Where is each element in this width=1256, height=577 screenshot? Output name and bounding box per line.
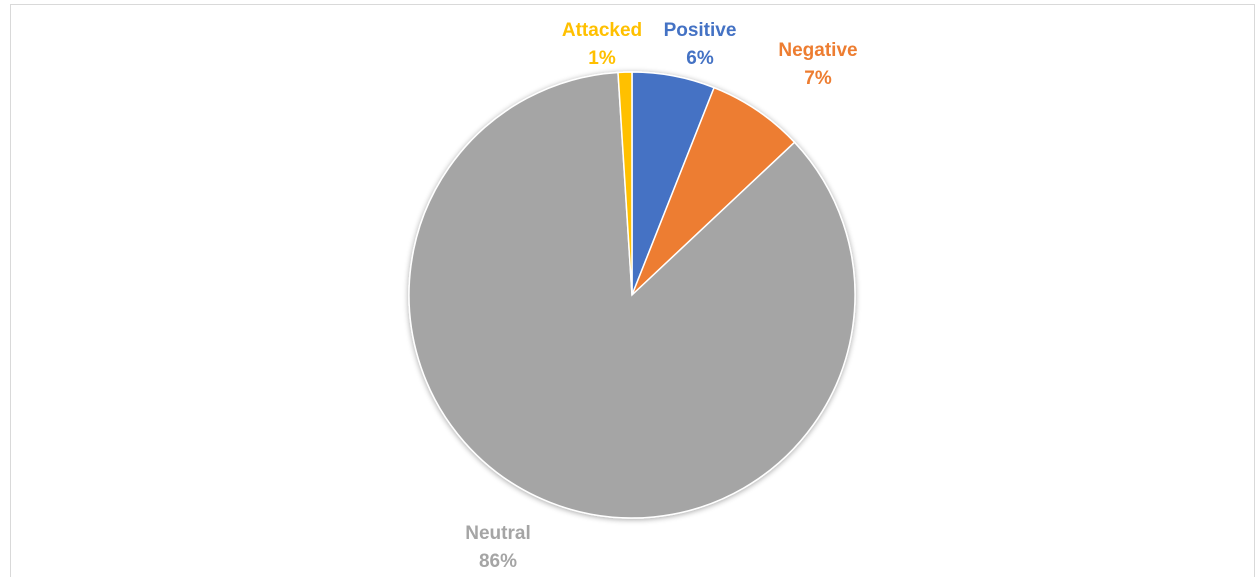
slice-percent-negative: 7%: [804, 68, 832, 89]
slice-percent-positive: 6%: [686, 48, 714, 69]
pie-slice-attacked: [617, 71, 633, 296]
slice-percent-neutral: 86%: [479, 551, 517, 572]
slice-label-negative: Negative: [778, 40, 857, 61]
slice-label-neutral: Neutral: [465, 523, 530, 544]
slice-percent-attacked: 1%: [588, 48, 616, 69]
slice-label-attacked: Attacked: [562, 20, 642, 41]
slice-label-positive: Positive: [664, 20, 737, 41]
pie-slice-neutral: [408, 71, 856, 519]
